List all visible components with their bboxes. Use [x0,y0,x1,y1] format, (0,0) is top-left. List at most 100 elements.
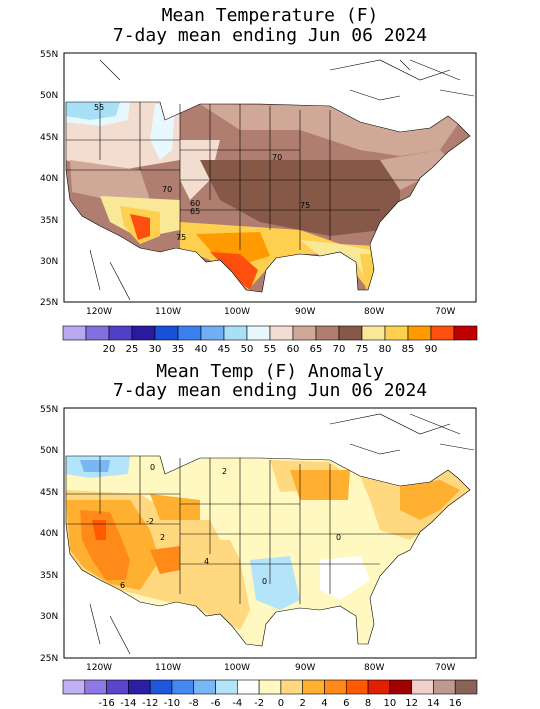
contour-label: -2 [146,517,154,526]
panel2-title-line1: Mean Temp (F) Anomaly [156,361,384,382]
lon-label: 120W [86,663,112,673]
lat-label: 40N [40,529,58,539]
panel1-title-line1: Mean Temperature (F) [161,5,379,26]
colorbar-swatch [108,325,133,341]
lat-label: 55N [40,50,58,60]
colorbar-label: 75 [356,344,369,355]
colorbar-swatch [292,325,317,341]
panel1-colorbar: 20 25 30 35 40 45 50 55 60 65 70 75 80 85 90 [62,325,478,355]
lat-label: 25N [40,298,58,308]
panel2-borders [65,413,475,655]
colorbar-swatch [171,679,195,695]
contour-label: 60 [190,199,200,208]
lat-label: 30N [40,612,58,622]
colorbar-label: 80 [379,344,392,355]
contour-label: 0 [336,533,341,542]
colorbar-label: 8 [365,698,371,709]
colorbar-label: 70 [333,344,346,355]
contour-label: 75 [176,233,186,242]
colorbar-label: -12 [142,698,158,709]
lon-label: 70W [435,663,455,673]
lat-label: 55N [40,405,58,415]
colorbar-label: 35 [172,344,185,355]
panel1-lon-labels: 120W 110W 100W 90W 80W 70W [86,307,455,317]
contour-label: 55 [94,103,104,112]
contour-label: 0 [262,577,267,586]
colorbar-swatch [338,325,363,341]
colorbar-swatch [62,679,86,695]
colorbar-label: 4 [321,698,327,709]
colorbar-label: 90 [425,344,438,355]
colorbar-swatch [411,679,434,695]
contour-label: 4 [204,557,209,566]
colorbar-swatch [453,325,478,341]
colorbar-swatch [269,325,294,341]
lat-label: 25N [40,654,58,664]
panel2-title-line2: 7-day mean ending Jun 06 2024 [112,380,428,401]
colorbar-label: 30 [149,344,162,355]
lon-label: 110W [155,663,181,673]
contour-label: 70 [162,185,172,194]
colorbar-swatch [367,679,391,695]
contour-label: 70 [272,153,282,162]
panel2-colorbar: -16 -14 -12 -10 -8 -6 -4 -2 0 2 4 6 8 10 12 14 16 [62,679,478,709]
colorbar-swatch [302,679,325,695]
colorbar-swatch [106,679,129,695]
lat-label: 45N [40,488,58,498]
colorbar-label: -8 [189,698,199,709]
colorbar-swatch [389,679,412,695]
colorbar-label: 55 [264,344,277,355]
panel1-lat-labels: 55N 50N 45N 40N 35N 30N 25N [40,50,58,308]
colorbar-label: -10 [164,698,180,709]
lat-label: 35N [40,571,58,581]
colorbar-label: 40 [195,344,208,355]
panel1-contour-labels: 55 70 70 60 65 75 75 [94,103,310,242]
colorbar-label: 0 [278,698,284,709]
lon-label: 80W [364,307,384,317]
colorbar-swatch [131,325,156,341]
colorbar-swatch [361,325,386,341]
colorbar-swatch [62,325,87,341]
colorbar-swatch [84,679,107,695]
colorbar-swatch [345,679,369,695]
colorbar-label: 45 [218,344,231,355]
lon-label: 100W [224,663,250,673]
contour-label: 65 [190,207,200,216]
colorbar-label: 60 [287,344,300,355]
lon-label: 70W [435,307,455,317]
panel2-map: 0 -2 4 2 0 6 2 0 55N 50N 45N 40N 35N 30N… [40,405,478,709]
contour-label: 2 [160,533,165,542]
colorbar-swatch [433,679,456,695]
colorbar-label: 20 [103,344,116,355]
lat-label: 40N [40,174,58,184]
colorbar-swatch [280,679,303,695]
lat-label: 30N [40,257,58,267]
panel2-contour-labels: 0 -2 4 2 0 6 2 0 [120,463,341,590]
colorbar-swatch [85,325,110,341]
colorbar-label: -14 [120,698,136,709]
colorbar-label: 85 [402,344,415,355]
colorbar-swatch [215,679,238,695]
colorbar-label: 65 [310,344,323,355]
colorbar-swatch [128,679,151,695]
colorbar-swatch [246,325,271,341]
colorbar-swatch [315,325,340,341]
panel2-lat-labels: 55N 50N 45N 40N 35N 30N 25N [40,405,58,664]
contour-label: 0 [150,463,155,472]
colorbar-label: 12 [405,698,418,709]
colorbar-swatch [324,679,347,695]
lat-label: 50N [40,446,58,456]
colorbar-swatch [384,325,409,341]
colorbar-swatch [193,679,216,695]
colorbar-label: 10 [383,698,396,709]
colorbar-swatch [177,325,202,341]
colorbar-label: 14 [427,698,440,709]
colorbar-swatch [223,325,248,341]
colorbar-swatch [149,679,173,695]
colorbar-swatch [200,325,225,341]
panel1-map: 55 70 70 60 65 75 75 55N 50N 45N 40N 35N… [40,50,478,355]
colorbar-label: 50 [241,344,254,355]
contour-label: 6 [120,581,125,590]
colorbar-label: -6 [211,698,221,709]
